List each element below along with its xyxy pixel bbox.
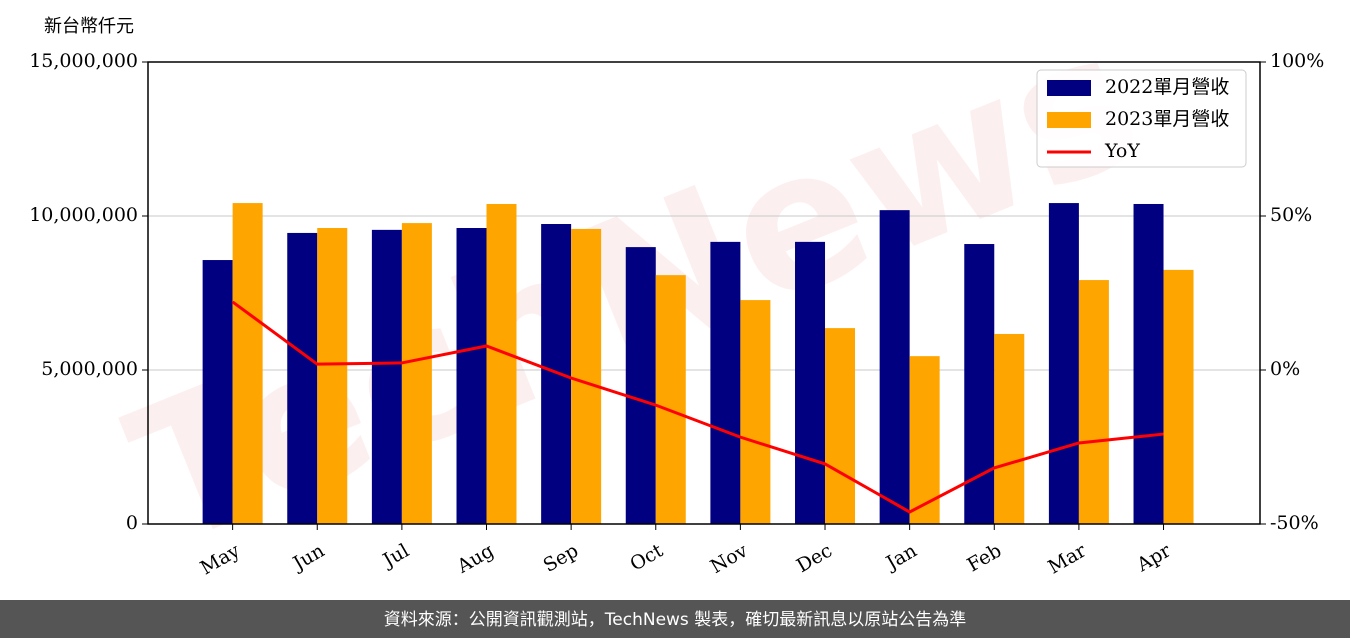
bar [202,260,233,524]
y-tick-label: 5,000,000 [41,358,138,380]
bar [740,300,771,524]
y2-tick-label: -50% [1270,512,1319,534]
x-tick-label: Jun [288,540,329,576]
bar [287,232,318,524]
bar [994,333,1025,524]
bar [232,203,263,524]
x-tick-label: Aug [453,540,498,579]
legend-swatch [1047,80,1091,96]
bar [879,210,910,524]
bar [1078,280,1109,524]
bar [317,228,348,524]
bar [371,229,402,525]
bar [1163,269,1194,524]
bar [625,247,656,524]
x-tick-label: Oct [626,539,667,575]
legend-swatch [1047,112,1091,128]
x-tick-label: Apr [1132,539,1175,576]
x-tick-label: Nov [707,539,752,578]
footer: 資料來源：公開資訊觀測站，TechNews 製表，確切最新訊息以原站公告為準 [384,610,966,630]
footer-bar [0,600,1350,638]
x-tick-label: Dec [793,540,836,578]
bar [1133,203,1164,524]
x-tick-label: Mar [1044,539,1090,578]
y-tick-label: 10,000,000 [29,204,138,226]
bar [401,223,432,525]
bar [456,228,487,524]
bar [571,228,602,524]
y2-tick-label: 100% [1270,50,1324,72]
bar [541,224,572,524]
line [231,300,1164,514]
y-tick-label: 15,000,000 [29,50,138,72]
y-axis-label: 新台幣仟元 [44,16,134,37]
bar [486,203,517,524]
plot-frame [147,61,1261,525]
legend-label: 2023單月營收 [1105,108,1229,130]
y-tick-label: 0 [126,512,138,534]
legend-label: 2022單月營收 [1105,76,1229,98]
legend-label: YoY [1104,140,1140,162]
y2-tick-label: 50% [1270,204,1312,226]
bar [909,356,940,524]
bar [1048,203,1079,524]
bar [825,328,856,524]
x-tick-label: Feb [963,540,1005,577]
y2-tick-label: 0% [1270,358,1300,380]
x-tick-label: Jul [378,540,413,573]
bar [795,241,826,524]
x-tick-label: Jan [881,540,921,576]
x-tick-label: Sep [540,540,583,577]
bar [710,241,741,524]
bar [655,275,686,524]
